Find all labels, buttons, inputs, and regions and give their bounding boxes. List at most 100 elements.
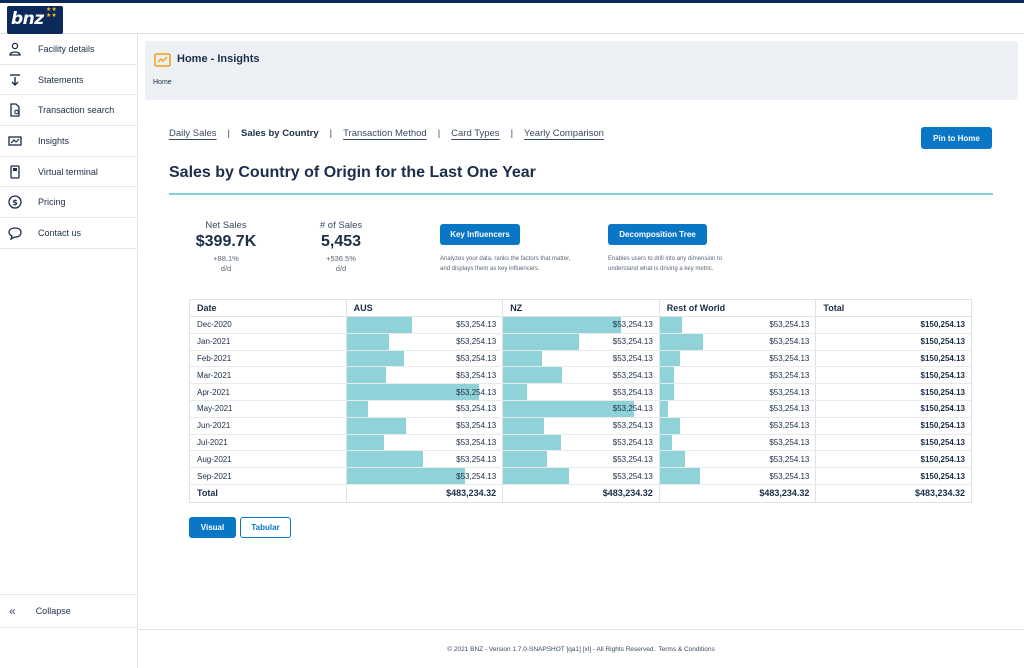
total-cell: $150,254.13 — [920, 454, 966, 464]
description-line: and displays them as key influencers. — [440, 266, 540, 272]
aus-cell: $53,254.13 — [346, 417, 504, 434]
value-bar — [503, 417, 544, 434]
sidebar-item-insights[interactable]: Insights — [0, 126, 137, 157]
breadcrumb-home[interactable]: Home — [153, 79, 172, 86]
sidebar-item-label: Contact us — [38, 227, 82, 238]
cell-value: $53,254.13 — [769, 387, 810, 397]
aus-cell: $53,254.13 — [346, 350, 504, 367]
kpi-change: +88.1% — [213, 254, 239, 263]
tab-yearly-comparison[interactable]: Yearly Comparison — [524, 128, 604, 139]
table-row[interactable]: Feb-2021 $53,254.13 $53,254.13 $53,254.13 $1… — [190, 350, 971, 368]
rest-of-world-cell: $53,254.13 — [659, 317, 817, 333]
sidebar-item-label: Pricing — [38, 197, 66, 208]
tab-separator: | — [329, 128, 333, 139]
cell-value: $53,254.13 — [612, 353, 653, 363]
nz-cell: $53,254.13 — [503, 367, 660, 384]
rest-of-world-cell: $53,254.13 — [659, 333, 817, 350]
value-bar — [659, 417, 681, 434]
report-title: Sales by Country of Origin for the Last … — [169, 164, 536, 181]
nz-cell: $53,254.13 — [503, 384, 660, 400]
visual-view-button[interactable]: Visual — [189, 517, 236, 538]
nz-total: $483,234.32 — [503, 484, 660, 502]
aus-cell: $53,254.13 — [346, 400, 504, 417]
kpi-change: +536.5% — [326, 254, 356, 263]
rest-of-world-cell: $53,254.13 — [659, 400, 817, 417]
table-row[interactable]: Jan-2021 $53,254.13 $53,254.13 $53,254.13 $1… — [190, 333, 971, 351]
cell-value: $53,254.13 — [456, 404, 497, 414]
cell-value: $53,254.13 — [769, 353, 810, 363]
footer: © 2021 BNZ - Version 1.7.0-SNAPSHOT [qa1… — [138, 629, 1024, 668]
cell-value: $53,254.13 — [456, 353, 497, 363]
tab-transaction-method[interactable]: Transaction Method — [343, 128, 427, 139]
value-bar — [346, 451, 423, 468]
table-row[interactable]: Jul-2021 $53,254.13 $53,254.13 $53,254.13 $1… — [190, 434, 971, 452]
cell-value: $53,254.13 — [769, 454, 810, 464]
total-cell: $150,254.13 — [920, 353, 966, 363]
column-header-aus[interactable]: AUS — [347, 300, 504, 316]
kpi-period: d/d — [220, 264, 232, 273]
value-bar — [346, 333, 389, 350]
date-cell: Jun-2021 — [190, 417, 347, 434]
insights-icon — [154, 53, 171, 67]
total-cell: $150,254.13 — [920, 370, 966, 380]
date-cell: Sep-2021 — [190, 468, 347, 484]
cell-value: $53,254.13 — [769, 320, 810, 330]
tab-card-types[interactable]: Card Types — [451, 128, 500, 139]
description-line: understand what is driving a key metric. — [608, 266, 714, 272]
column-header-date[interactable]: Date — [190, 300, 347, 316]
value-bar — [503, 384, 527, 400]
total-cell: $150,254.13 — [920, 337, 966, 347]
value-bar — [503, 317, 622, 333]
sidebar-item-virtual-terminal[interactable]: Virtual terminal — [0, 157, 137, 188]
key-influencers-button[interactable]: Key Influencers — [440, 224, 520, 245]
total-cell: $150,254.13 — [920, 471, 966, 481]
terms-link[interactable]: Terms & Conditions — [658, 645, 715, 653]
table-header: Date AUS NZ Rest of World Total — [190, 300, 971, 317]
column-header-nz[interactable]: NZ — [503, 300, 660, 316]
table-row[interactable]: Sep-2021 $53,254.13 $53,254.13 $53,254.13 $1… — [190, 468, 971, 485]
table-row[interactable]: Aug-2021 $53,254.13 $53,254.13 $53,254.13 $1… — [190, 451, 971, 469]
collapse-button[interactable]: « Collapse — [0, 594, 137, 628]
collapse-label: Collapse — [35, 606, 71, 616]
sidebar-item-label: Facility details — [38, 43, 95, 54]
table-row[interactable]: Dec-2020 $53,254.13 $53,254.13 $53,254.13 $1… — [190, 317, 971, 334]
net-sales-kpi: Net Sales $399.7K +88.1% d/d — [186, 220, 266, 274]
nz-cell: $53,254.13 — [503, 417, 660, 434]
cell-value: $53,254.13 — [769, 437, 810, 447]
pin-to-home-button[interactable]: Pin to Home — [921, 127, 992, 149]
table-row[interactable]: Mar-2021 $53,254.13 $53,254.13 $53,254.13 $1… — [190, 367, 971, 385]
key-influencers-description: Analyzes your data, ranks the factors th… — [440, 254, 570, 274]
sidebar-item-transaction-search[interactable]: Transaction search — [0, 95, 137, 127]
aus-cell: $53,254.13 — [346, 468, 504, 484]
sidebar-item-label: Statements — [38, 74, 84, 85]
sidebar-item-contact-us[interactable]: Contact us — [0, 218, 137, 249]
column-header-rest-of-world[interactable]: Rest of World — [660, 300, 817, 316]
aus-cell: $53,254.13 — [346, 317, 504, 333]
date-cell: May-2021 — [190, 400, 347, 417]
tab-daily-sales[interactable]: Daily Sales — [169, 128, 217, 139]
tabular-view-button[interactable]: Tabular — [240, 517, 291, 538]
sidebar-item-statements[interactable]: Statements — [0, 65, 137, 96]
total-cell: $150,254.13 — [920, 404, 966, 414]
cell-value: $53,254.13 — [769, 471, 810, 481]
cell-value: $53,254.13 — [769, 404, 810, 414]
value-bar — [503, 333, 580, 350]
cell-value: $53,254.13 — [612, 337, 653, 347]
sidebar-item-facility-details[interactable]: Facility details — [0, 34, 137, 65]
sidebar-item-pricing[interactable]: $ Pricing — [0, 187, 137, 219]
value-bar — [503, 400, 634, 417]
table-row[interactable]: May-2021 $53,254.13 $53,254.13 $53,254.13 $1… — [190, 400, 971, 418]
nz-cell: $53,254.13 — [503, 434, 660, 451]
cell-value: $53,254.13 — [456, 387, 497, 397]
download-icon — [8, 73, 22, 87]
tab-sales-by-country[interactable]: Sales by Country — [241, 128, 319, 139]
decomposition-tree-button[interactable]: Decomposition Tree — [608, 224, 707, 245]
column-header-total[interactable]: Total — [823, 303, 845, 313]
value-bar — [503, 451, 547, 468]
table-row[interactable]: Jun-2021 $53,254.13 $53,254.13 $53,254.13 $1… — [190, 417, 971, 435]
value-bar — [346, 468, 465, 484]
bnz-logo[interactable]: bnz ★★ ★★ — [7, 6, 63, 34]
table-row[interactable]: Apr-2021 $53,254.13 $53,254.13 $53,254.13 $1… — [190, 384, 971, 401]
cell-value: $53,254.13 — [612, 437, 653, 447]
description-line: Analyzes your data, ranks the factors th… — [440, 256, 571, 262]
